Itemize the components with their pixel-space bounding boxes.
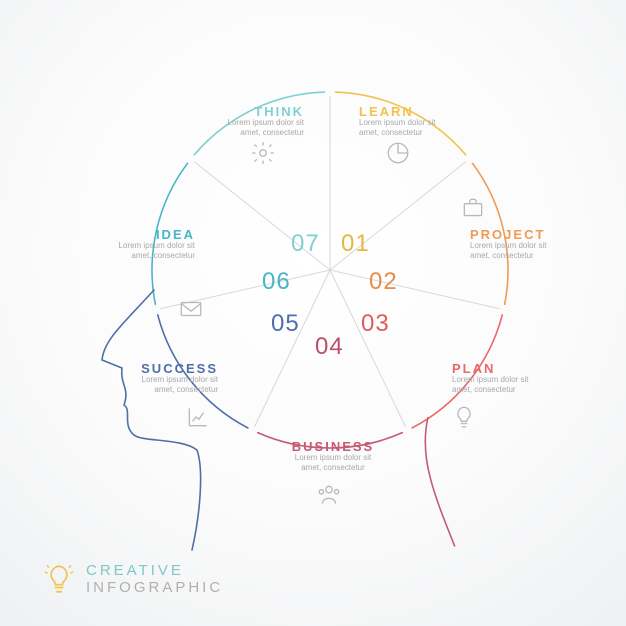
seg-07-body: Lorem ipsum dolor sit amet, consectetur bbox=[214, 118, 304, 139]
seg-01-body: Lorem ipsum dolor sit amet, consectetur bbox=[359, 118, 449, 139]
bulb-footer-icon bbox=[42, 562, 76, 596]
footer-text: CREATIVE INFOGRAPHIC bbox=[86, 562, 223, 597]
seg-04-title: BUSINESS bbox=[283, 440, 383, 453]
footer-line2: INFOGRAPHIC bbox=[86, 579, 223, 596]
seg-04: BUSINESS Lorem ipsum dolor sit amet, con… bbox=[283, 440, 383, 474]
seg-07-num: 07 bbox=[291, 232, 320, 256]
seg-07: THINK Lorem ipsum dolor sit amet, consec… bbox=[204, 105, 304, 139]
footer-line1: CREATIVE bbox=[86, 562, 223, 579]
seg-06-title: IDEA bbox=[105, 228, 195, 241]
seg-03-body: Lorem ipsum dolor sit amet, consectetur bbox=[452, 375, 542, 396]
seg-02: PROJECT Lorem ipsum dolor sit amet, cons… bbox=[470, 228, 560, 262]
pie-icon bbox=[385, 140, 411, 166]
seg-04-num: 04 bbox=[315, 335, 344, 359]
seg-05-body: Lorem ipsum dolor sit amet, consectetur bbox=[128, 375, 218, 396]
seg-02-title: PROJECT bbox=[470, 228, 560, 241]
seg-05: SUCCESS Lorem ipsum dolor sit amet, cons… bbox=[118, 362, 218, 396]
briefcase-icon bbox=[460, 195, 486, 221]
seg-01: LEARN Lorem ipsum dolor sit amet, consec… bbox=[359, 105, 449, 139]
seg-06-num: 06 bbox=[262, 270, 291, 294]
chart-icon bbox=[185, 404, 211, 430]
footer: CREATIVE INFOGRAPHIC bbox=[42, 562, 223, 597]
mail-icon bbox=[178, 296, 204, 322]
head-wheel-svg bbox=[0, 0, 626, 626]
people-icon bbox=[316, 482, 342, 508]
seg-05-title: SUCCESS bbox=[118, 362, 218, 375]
seg-07-title: THINK bbox=[204, 105, 304, 118]
seg-06: IDEA Lorem ipsum dolor sit amet, consect… bbox=[105, 228, 195, 262]
seg-03: PLAN Lorem ipsum dolor sit amet, consect… bbox=[452, 362, 542, 396]
seg-06-body: Lorem ipsum dolor sit amet, consectetur bbox=[105, 241, 195, 262]
infographic-stage: LEARN Lorem ipsum dolor sit amet, consec… bbox=[0, 0, 626, 626]
seg-05-num: 05 bbox=[271, 312, 300, 336]
gear-icon bbox=[250, 140, 276, 166]
seg-02-num: 02 bbox=[369, 270, 398, 294]
bulb-icon bbox=[451, 404, 477, 430]
seg-01-title: LEARN bbox=[359, 105, 449, 118]
seg-01-num: 01 bbox=[341, 232, 370, 256]
seg-03-num: 03 bbox=[361, 312, 390, 336]
seg-02-body: Lorem ipsum dolor sit amet, consectetur bbox=[470, 241, 560, 262]
seg-04-body: Lorem ipsum dolor sit amet, consectetur bbox=[288, 453, 378, 474]
seg-03-title: PLAN bbox=[452, 362, 542, 375]
